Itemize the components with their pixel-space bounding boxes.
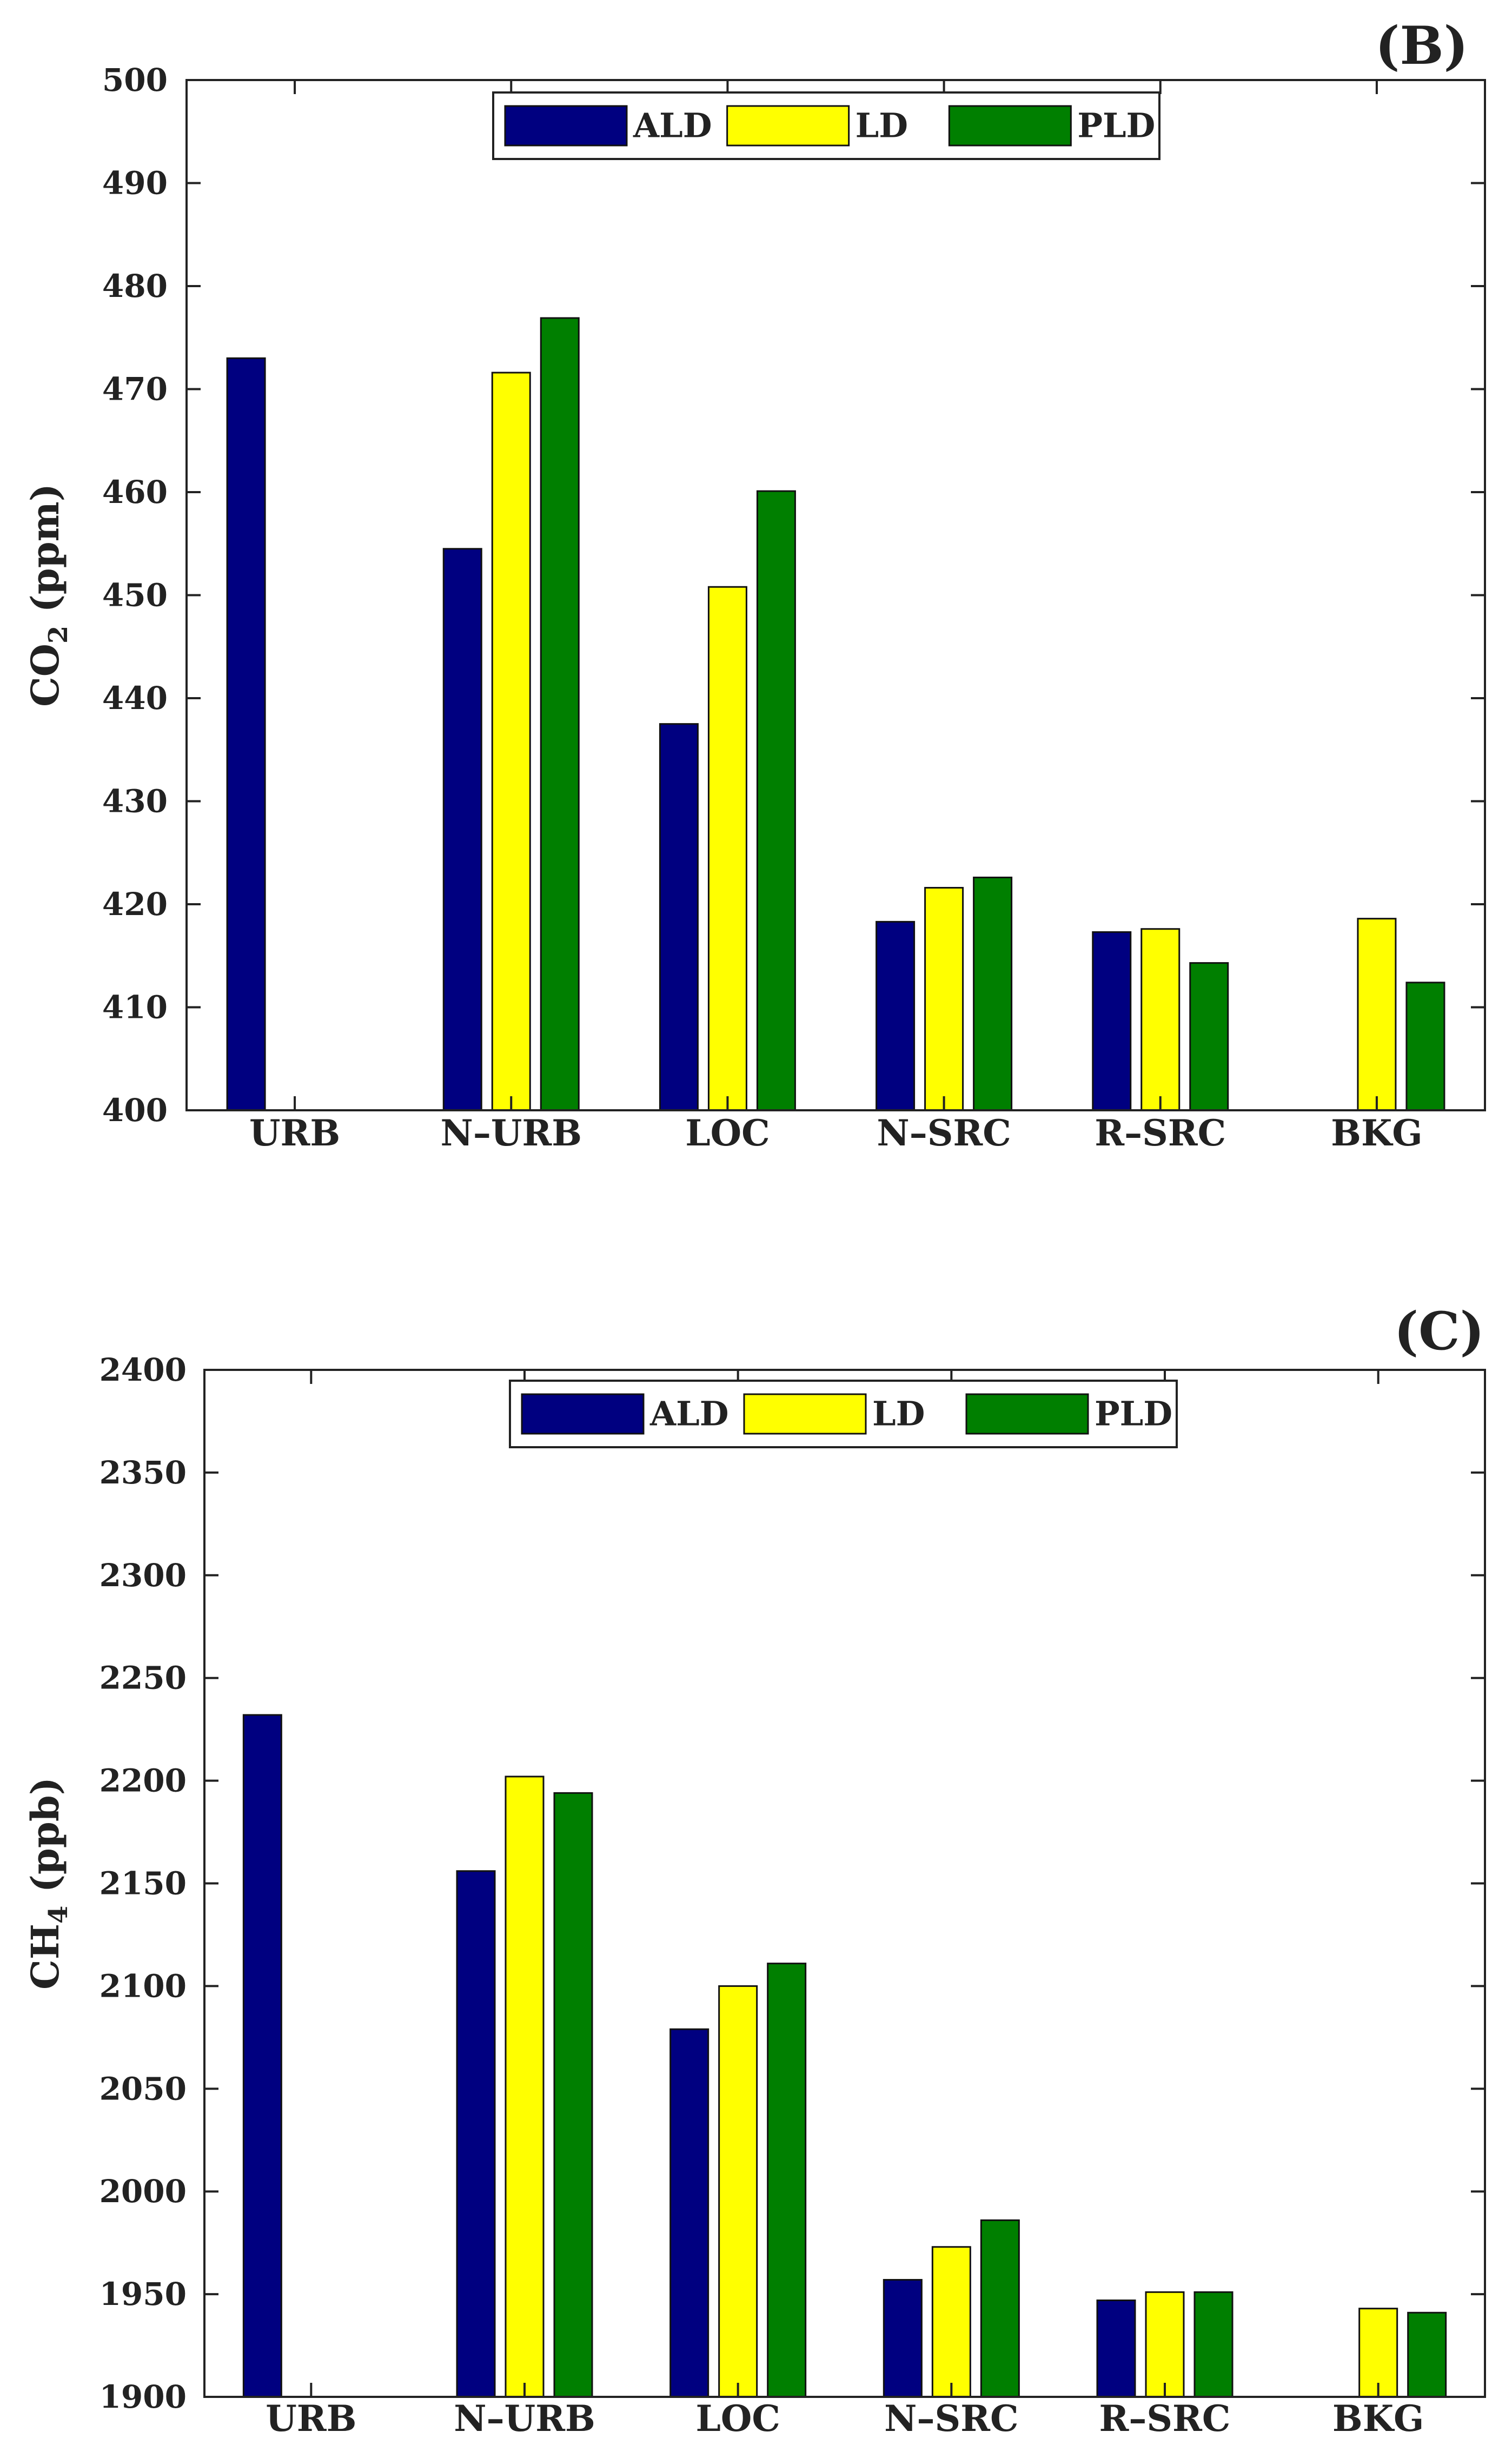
y-tick-label: 2350 bbox=[100, 1454, 187, 1491]
bar-pld-r-src bbox=[1193, 2291, 1234, 2398]
bar-ld-n-src bbox=[924, 887, 964, 1111]
y-tick-label: 2300 bbox=[100, 1557, 187, 1594]
y-tick-label: 440 bbox=[102, 680, 168, 717]
legend-swatch-ald bbox=[504, 105, 628, 147]
legend: ALD LD PLD bbox=[492, 91, 1160, 160]
bar-ld-bkg bbox=[1357, 918, 1397, 1111]
y-tick-label: 1950 bbox=[100, 2276, 187, 2313]
bar-pld-n-urb bbox=[553, 1792, 593, 2398]
y-tick-label: 2250 bbox=[100, 1660, 187, 1697]
bar-ld-r-src bbox=[1145, 2291, 1185, 2398]
co2-bar-chart: 400 410 420 430 440 450 460 470 480 490 500 URB N–UR… bbox=[23, 15, 1486, 1154]
y-tick-label: 420 bbox=[102, 886, 168, 923]
bar-pld-bkg bbox=[1405, 982, 1445, 1111]
legend-swatch-pld bbox=[948, 105, 1072, 147]
bar-ald-loc bbox=[669, 2028, 709, 2398]
bar-ald-loc bbox=[659, 723, 699, 1111]
legend-swatch-ld bbox=[726, 105, 850, 147]
y-tick-label: 2100 bbox=[100, 1967, 187, 2004]
bar-pld-loc bbox=[756, 490, 796, 1111]
x-category-label: URB bbox=[249, 1112, 340, 1154]
bar-ald-urb bbox=[226, 357, 266, 1111]
x-category-label: N–URB bbox=[454, 2397, 595, 2440]
bar-pld-n-src bbox=[973, 876, 1013, 1111]
y-tick-label: 2150 bbox=[100, 1865, 187, 1902]
bar-pld-n-src bbox=[980, 2219, 1020, 2398]
y-tick-label: 2400 bbox=[100, 1351, 187, 1388]
plot-frame bbox=[203, 1369, 1486, 2398]
x-category-label: N–URB bbox=[440, 1112, 582, 1154]
bar-pld-bkg bbox=[1407, 2311, 1447, 2398]
y-tick-label: 470 bbox=[102, 371, 168, 408]
legend-swatch-ald bbox=[521, 1393, 645, 1435]
bar-pld-r-src bbox=[1189, 962, 1229, 1111]
bar-ld-loc bbox=[718, 1985, 758, 2398]
y-tick-label: 500 bbox=[102, 62, 168, 98]
x-category-label: LOC bbox=[695, 2397, 780, 2440]
y-axis-label: CH4 (ppb) bbox=[23, 1777, 74, 1990]
y-tick-label: 430 bbox=[102, 783, 168, 820]
legend-label-ald: ALD bbox=[633, 106, 712, 145]
y-tick-label: 490 bbox=[102, 165, 168, 202]
y-axis-label: CO2 (ppm) bbox=[23, 483, 74, 707]
bar-ald-r-src bbox=[1096, 2299, 1136, 2398]
bar-ald-n-urb bbox=[442, 548, 482, 1111]
y-tick-label: 450 bbox=[102, 577, 168, 614]
bar-ld-r-src bbox=[1140, 928, 1181, 1111]
bar-ld-n-src bbox=[931, 2246, 971, 2398]
y-tick-label: 410 bbox=[102, 989, 168, 1026]
y-tick-label: 1900 bbox=[100, 2378, 187, 2415]
legend-label-ald: ALD bbox=[649, 1394, 728, 1434]
x-category-label: N–SRC bbox=[877, 1112, 1011, 1154]
ch4-bar-chart: 1900 1950 2000 2050 2100 2150 2200 2250 2300 2350… bbox=[23, 1301, 1486, 2440]
legend-label-pld: PLD bbox=[1095, 1394, 1172, 1434]
bar-ld-n-urb bbox=[505, 1775, 545, 2398]
x-category-label: R–SRC bbox=[1099, 2397, 1231, 2440]
bar-pld-n-urb bbox=[540, 317, 580, 1111]
panel-tag: (C) bbox=[1394, 1301, 1484, 1362]
y-tick-label: 2000 bbox=[100, 2173, 187, 2210]
bar-ald-n-urb bbox=[456, 1870, 496, 2398]
y-tick-label: 400 bbox=[102, 1092, 168, 1129]
bar-pld-loc bbox=[767, 1963, 807, 2398]
panel-tag: (B) bbox=[1375, 15, 1468, 76]
legend-swatch-pld bbox=[965, 1393, 1089, 1435]
y-tick-label: 2200 bbox=[100, 1762, 187, 1799]
y-tick-label: 480 bbox=[102, 268, 168, 304]
x-category-label: BKG bbox=[1332, 2397, 1424, 2440]
legend-swatch-ld bbox=[743, 1393, 867, 1435]
legend-label-pld: PLD bbox=[1077, 106, 1155, 145]
y-tick-label: 460 bbox=[102, 474, 168, 511]
y-tick-label: 2050 bbox=[100, 2070, 187, 2107]
bar-ld-loc bbox=[707, 586, 747, 1111]
x-category-label: BKG bbox=[1331, 1112, 1423, 1154]
legend-label-ld: LD bbox=[856, 106, 908, 145]
x-category-label: N–SRC bbox=[884, 2397, 1018, 2440]
bar-ald-n-src bbox=[883, 2279, 923, 2398]
legend: ALD LD PLD bbox=[509, 1380, 1178, 1448]
bar-ld-bkg bbox=[1358, 2308, 1398, 2398]
x-category-label: R–SRC bbox=[1095, 1112, 1226, 1154]
x-category-label: URB bbox=[266, 2397, 356, 2440]
bar-ald-r-src bbox=[1092, 931, 1132, 1111]
plot-frame bbox=[185, 79, 1486, 1111]
x-category-label: LOC bbox=[685, 1112, 770, 1154]
bar-ald-n-src bbox=[876, 920, 916, 1111]
bar-ald-urb bbox=[242, 1714, 282, 2398]
legend-label-ld: LD bbox=[872, 1394, 925, 1434]
bar-ld-n-urb bbox=[491, 372, 531, 1111]
